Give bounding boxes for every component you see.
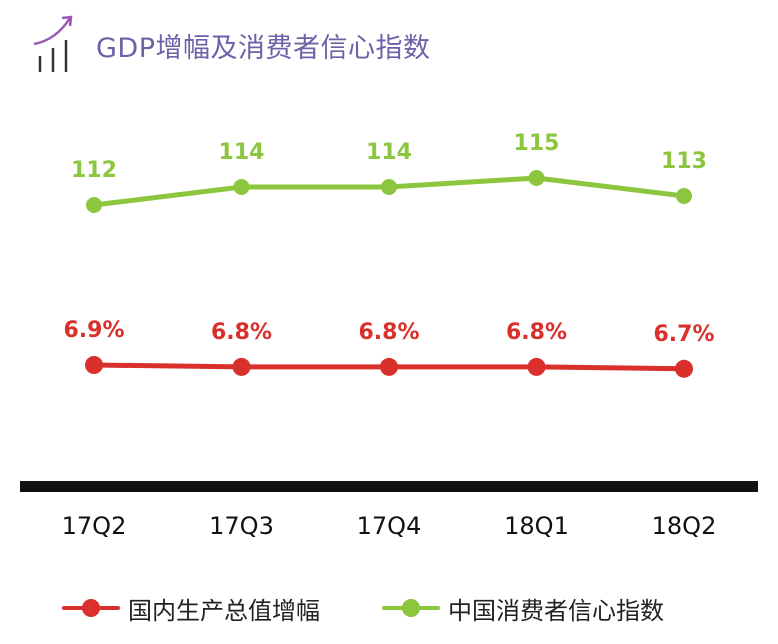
data-point-gdp-17Q3 (232, 357, 251, 376)
data-label-confidence-18Q1: 115 (514, 131, 560, 156)
series-layer: 6.9% 6.8% 6.8% 6.8% 6.7% 112 114 114 115 113 (63, 131, 715, 378)
legend-swatch-confidence (382, 598, 440, 618)
x-tick-label-17Q3: 17Q3 (209, 512, 274, 540)
data-point-confidence-18Q1 (528, 170, 545, 186)
legend: 国内生产总值增幅 中国消费者信心指数 (62, 588, 762, 628)
legend-item-confidence: 中国消费者信心指数 (382, 591, 664, 626)
data-label-confidence-17Q2: 112 (71, 158, 117, 183)
x-axis-ticks: 17Q2 17Q3 17Q4 18Q1 18Q2 (62, 512, 717, 540)
data-label-gdp-17Q2: 6.9% (63, 318, 124, 343)
data-label-gdp-18Q2: 6.7% (653, 322, 714, 347)
x-tick-label-17Q4: 17Q4 (357, 512, 422, 540)
legend-item-gdp: 国内生产总值增幅 (62, 591, 320, 626)
legend-swatch-gdp (62, 598, 120, 618)
data-point-gdp-18Q2 (675, 359, 693, 378)
data-label-gdp-17Q3: 6.8% (211, 320, 272, 345)
x-tick-label-18Q2: 18Q2 (652, 512, 717, 540)
chart-trend-icon (33, 15, 73, 72)
data-label-confidence-17Q4: 114 (366, 140, 412, 165)
data-label-gdp-18Q1: 6.8% (506, 320, 567, 345)
chart-header: GDP增幅及消费者信心指数 (30, 14, 431, 76)
data-label-gdp-17Q4: 6.8% (358, 320, 419, 345)
legend-label-confidence: 中国消费者信心指数 (448, 596, 664, 625)
x-axis-bar (20, 481, 758, 492)
data-point-gdp-17Q4 (380, 357, 398, 376)
x-tick-label-17Q2: 17Q2 (62, 512, 127, 540)
data-label-confidence-18Q2: 113 (661, 149, 707, 174)
data-point-confidence-18Q2 (676, 188, 692, 204)
chart-title: GDP增幅及消费者信心指数 (96, 32, 431, 64)
data-point-gdp-18Q1 (527, 357, 546, 376)
legend-label-gdp: 国内生产总值增幅 (128, 596, 320, 625)
data-point-gdp-17Q2 (85, 356, 103, 374)
data-label-confidence-17Q3: 114 (219, 140, 265, 165)
data-point-confidence-17Q2 (86, 197, 102, 213)
x-tick-label-18Q1: 18Q1 (504, 512, 569, 540)
data-point-confidence-17Q4 (381, 179, 397, 195)
data-point-confidence-17Q3 (233, 179, 250, 195)
